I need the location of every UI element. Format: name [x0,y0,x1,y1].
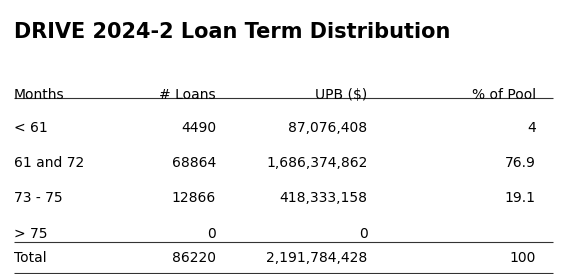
Text: 0: 0 [359,227,368,241]
Text: 0: 0 [207,227,216,241]
Text: Total: Total [14,251,47,265]
Text: > 75: > 75 [14,227,47,241]
Text: 4490: 4490 [181,121,216,135]
Text: Months: Months [14,88,64,102]
Text: 61 and 72: 61 and 72 [14,156,84,170]
Text: % of Pool: % of Pool [471,88,536,102]
Text: # Loans: # Loans [160,88,216,102]
Text: 76.9: 76.9 [505,156,536,170]
Text: 100: 100 [510,251,536,265]
Text: 87,076,408: 87,076,408 [288,121,368,135]
Text: 68864: 68864 [172,156,216,170]
Text: 4: 4 [527,121,536,135]
Text: 12866: 12866 [172,191,216,206]
Text: 19.1: 19.1 [504,191,536,206]
Text: DRIVE 2024-2 Loan Term Distribution: DRIVE 2024-2 Loan Term Distribution [14,22,450,42]
Text: 1,686,374,862: 1,686,374,862 [266,156,368,170]
Text: 73 - 75: 73 - 75 [14,191,63,206]
Text: UPB ($): UPB ($) [315,88,368,102]
Text: < 61: < 61 [14,121,48,135]
Text: 418,333,158: 418,333,158 [279,191,368,206]
Text: 2,191,784,428: 2,191,784,428 [266,251,368,265]
Text: 86220: 86220 [172,251,216,265]
